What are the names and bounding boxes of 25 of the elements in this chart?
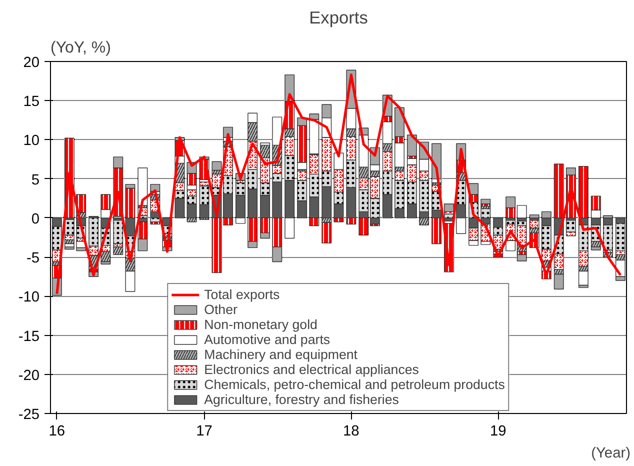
y-tick-label: -10 (18, 290, 40, 306)
y-tick-label: 5 (31, 172, 40, 188)
legend-label: Automotive and parts (204, 332, 330, 347)
x-tick-label: 16 (48, 424, 66, 440)
y-tick-label: -15 (18, 328, 40, 345)
y-tick-label: -5 (26, 250, 40, 267)
legend-label: Other (204, 302, 238, 317)
y-tick-label: 20 (23, 55, 40, 71)
y-tick-label: -25 (18, 407, 40, 423)
y-axis-title: (YoY, %) (50, 40, 111, 56)
legend-label: Machinery and equipment (204, 347, 358, 362)
legend-label: Electronics and electrical appliances (204, 362, 419, 377)
y-tick-label: 0 (31, 211, 40, 228)
legend-label: Agriculture, forestry and fisheries (204, 392, 399, 407)
x-tick-label: 19 (490, 424, 506, 440)
y-tick-label: 15 (23, 94, 40, 110)
legend-label: Total exports (204, 287, 280, 302)
x-axis-title: (Year) (591, 446, 630, 462)
legend-label: Non-monetary gold (204, 317, 318, 332)
x-tick-label: 18 (343, 424, 360, 440)
x-tick-label: 17 (196, 424, 212, 440)
chart-title: Exports (309, 8, 368, 28)
y-tick-label: -20 (18, 368, 40, 384)
legend-label: Chemicals, petro-chemical and petroleum products (204, 377, 505, 392)
y-tick-label: 10 (23, 133, 40, 150)
